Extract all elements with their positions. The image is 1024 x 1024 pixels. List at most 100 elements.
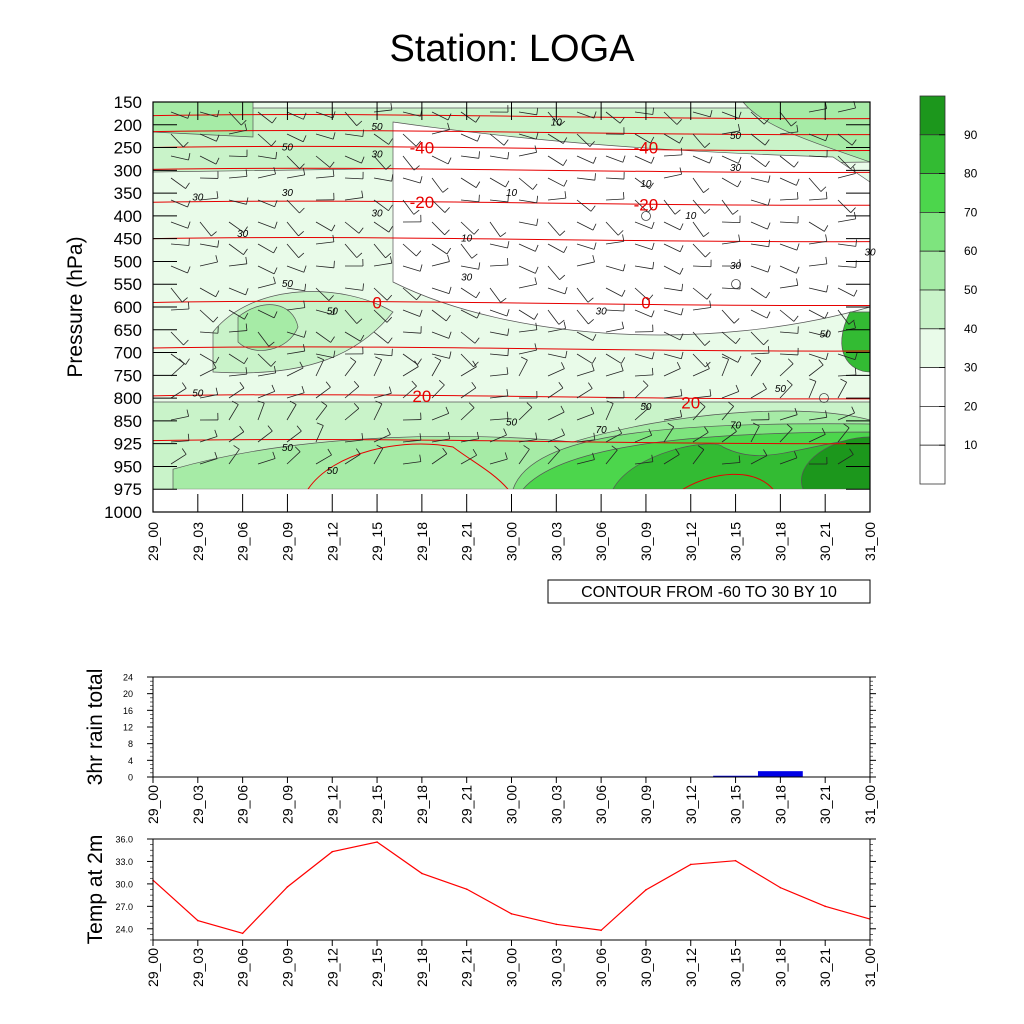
wind-barb-staff — [199, 367, 217, 377]
wind-barb-staff — [199, 287, 216, 298]
wind-barb-flag — [179, 358, 185, 365]
wind-barb — [402, 214, 422, 223]
temp-point — [779, 886, 782, 889]
wind-barb-flag — [523, 445, 530, 450]
wind-barb-flag — [590, 205, 596, 212]
wind-barb-staff — [779, 155, 795, 168]
wind-barb-staff — [605, 309, 624, 312]
wind-barb-staff — [431, 309, 447, 322]
wind-barb-staff — [315, 221, 332, 232]
wind-barb-staff — [228, 431, 245, 443]
wind-barb — [692, 445, 705, 465]
wind-barb-flag — [442, 187, 449, 193]
wind-barb-flag — [854, 352, 858, 360]
wind-barb-staff — [779, 353, 798, 356]
wind-barb-staff — [605, 265, 624, 272]
wind-barb-staff — [576, 111, 595, 119]
wind-barb-staff — [460, 155, 479, 159]
wind-barb-staff — [257, 133, 272, 147]
wind-barb-flag — [413, 209, 420, 215]
colorbar-label: 90 — [964, 128, 978, 142]
wind-barb-flag — [565, 350, 568, 358]
wind-barb-flag — [680, 351, 684, 359]
wind-barb — [460, 287, 481, 299]
wind-barb — [837, 423, 850, 443]
wind-barb — [431, 351, 452, 359]
wind-barb-flag — [216, 134, 220, 142]
wind-barb — [315, 234, 335, 245]
wind-barb — [692, 199, 711, 214]
wind-barb-staff — [634, 461, 653, 465]
wind-barb-staff — [431, 243, 448, 255]
wind-barb-flag — [534, 343, 537, 351]
wind-barb — [634, 428, 653, 443]
wind-barb-flag — [298, 252, 305, 259]
x-tick-label: 30_03 — [548, 522, 564, 561]
wind-barb-staff — [663, 454, 680, 465]
wind-barb-staff — [228, 243, 244, 255]
wind-barb — [605, 127, 625, 135]
isotherm-label: 20 — [412, 387, 431, 406]
wind-barb-staff — [199, 261, 218, 267]
wind-barb — [315, 401, 328, 421]
wind-barb — [692, 155, 713, 164]
wind-barb — [373, 155, 392, 170]
wind-barb — [518, 432, 538, 443]
wind-barb — [257, 199, 278, 208]
humidity-band-5 — [237, 304, 299, 351]
wind-barb-flag — [327, 448, 332, 456]
wind-barb — [257, 133, 277, 147]
wind-barb-staff — [808, 133, 826, 142]
y-tick-label: 4 — [128, 756, 133, 766]
wind-barb-flag — [559, 230, 566, 236]
wind-barb-flag — [535, 322, 538, 330]
wind-barb-staff — [199, 221, 212, 237]
wind-barb-flag — [763, 449, 768, 456]
temp-point — [510, 913, 513, 915]
wind-barb-flag — [763, 118, 770, 125]
isotherm-label: 0 — [641, 293, 650, 312]
wind-barb-staff — [518, 151, 537, 157]
wind-barb-flag — [212, 316, 219, 323]
wind-barb-staff — [402, 133, 417, 147]
wind-barb — [402, 133, 422, 147]
wind-barb-staff — [576, 459, 595, 465]
wind-barb — [344, 283, 364, 291]
wind-barb-staff — [547, 221, 561, 236]
wind-barb — [228, 221, 248, 233]
wind-barb-staff — [547, 309, 560, 325]
wind-barb-flag — [388, 138, 393, 145]
wind-barb — [228, 400, 239, 421]
x-tick-label: 29_18 — [414, 522, 430, 561]
wind-barb — [779, 379, 793, 399]
wind-barb-staff — [489, 199, 508, 203]
wind-barb-flag — [840, 378, 847, 383]
wind-barb-staff — [808, 198, 827, 201]
y-tick-label: 30.0 — [115, 879, 133, 889]
wind-barb-flag — [387, 337, 393, 344]
colorbar-box — [919, 405, 946, 446]
contour-label: 50 — [282, 279, 294, 290]
wind-barb-flag — [786, 379, 793, 386]
wind-barb — [692, 243, 711, 258]
x-tick-label: 30_18 — [772, 948, 788, 987]
wind-barb-flag — [649, 182, 654, 189]
wind-barb-flag — [413, 165, 420, 171]
x-tick-label: 29_12 — [324, 785, 340, 824]
wind-barb — [779, 358, 794, 377]
wind-barb — [228, 382, 245, 399]
wind-barb-staff — [199, 243, 218, 248]
wind-barb-flag — [765, 160, 770, 167]
wind-barb — [315, 169, 335, 179]
wind-barb — [808, 133, 829, 142]
wind-barb-flag — [358, 227, 364, 234]
wind-barb-staff — [692, 331, 706, 346]
wind-barb-staff — [199, 458, 218, 465]
wind-barb — [402, 353, 422, 365]
wind-barb-staff — [547, 155, 564, 166]
wind-barb — [344, 190, 364, 201]
wind-barb-flag — [679, 267, 684, 275]
wind-barb-staff — [518, 199, 537, 204]
wind-barb-flag — [620, 357, 626, 364]
wind-barb-flag — [274, 200, 278, 207]
